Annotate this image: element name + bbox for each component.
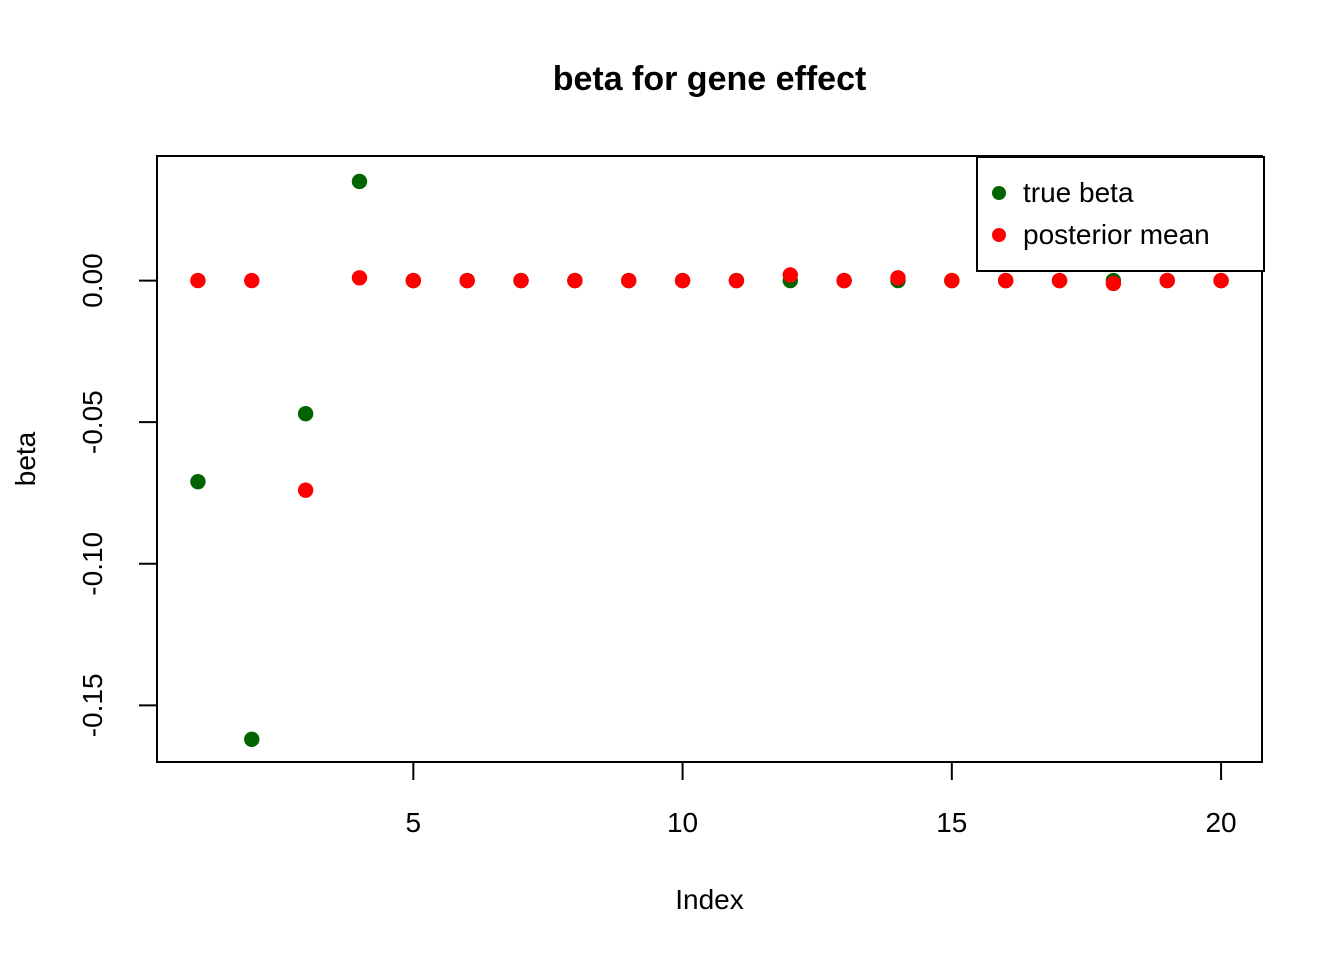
y-tick-label: -0.05 — [77, 390, 108, 454]
x-tick-label: 20 — [1205, 807, 1236, 838]
legend-marker-true-beta-icon — [992, 186, 1006, 200]
x-tick-label: 15 — [936, 807, 967, 838]
data-point-posterior-mean-20 — [1213, 272, 1229, 289]
data-point-posterior-mean-3 — [297, 482, 314, 498]
data-point-posterior-mean-17 — [1051, 272, 1068, 289]
data-point-posterior-mean-14 — [890, 270, 906, 286]
x-axis-label: Index — [675, 884, 744, 915]
y-tick-label: 0.00 — [77, 253, 108, 308]
x-tick-label: 10 — [667, 807, 698, 838]
data-point-posterior-mean-4 — [351, 270, 368, 286]
data-point-posterior-mean-1 — [190, 272, 206, 289]
data-point-posterior-mean-10 — [674, 272, 691, 289]
y-tick-label: -0.15 — [77, 673, 108, 737]
data-point-posterior-mean-13 — [836, 272, 852, 289]
data-point-posterior-mean-16 — [997, 272, 1014, 289]
data-point-posterior-mean-6 — [459, 272, 475, 289]
data-point-posterior-mean-15 — [944, 272, 960, 289]
legend-item-true-beta: true beta — [992, 177, 1263, 210]
data-point-posterior-mean-5 — [405, 272, 422, 289]
legend-label-posterior-mean: posterior mean — [1023, 219, 1210, 250]
legend-marker-posterior-mean-icon — [992, 228, 1006, 242]
data-point-posterior-mean-12 — [782, 267, 798, 283]
legend: true beta posterior mean — [976, 156, 1265, 272]
data-point-posterior-mean-8 — [567, 272, 583, 289]
data-point-posterior-mean-9 — [621, 272, 637, 289]
data-point-posterior-mean-18 — [1105, 275, 1122, 292]
legend-label-true-beta: true beta — [1023, 177, 1134, 208]
data-point-true-beta-4 — [351, 173, 368, 190]
chart-title: beta for gene effect — [552, 60, 867, 98]
data-point-posterior-mean-11 — [728, 272, 745, 289]
x-tick-label: 5 — [406, 807, 422, 838]
data-point-posterior-mean-19 — [1159, 272, 1175, 289]
data-point-posterior-mean-7 — [513, 272, 529, 289]
data-point-true-beta-1 — [190, 473, 206, 490]
legend-item-posterior-mean: posterior mean — [992, 219, 1263, 252]
y-axis-label: beta — [10, 431, 41, 487]
data-point-posterior-mean-2 — [244, 272, 260, 289]
data-point-true-beta-3 — [297, 405, 314, 422]
data-point-true-beta-2 — [244, 731, 260, 748]
y-tick-label: -0.10 — [77, 532, 108, 596]
